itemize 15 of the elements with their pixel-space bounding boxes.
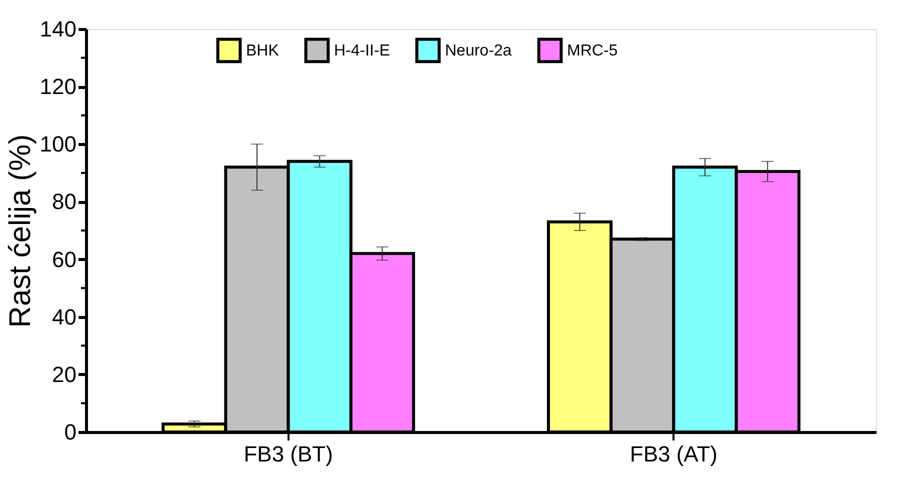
y-tick-label: 80 xyxy=(52,189,76,214)
y-tick-label: 100 xyxy=(40,132,76,157)
y-tick-label: 140 xyxy=(40,16,76,42)
x-tick-label: FB3 (BT) xyxy=(244,442,333,466)
y-tick-label: 120 xyxy=(40,74,76,100)
y-tick-label: 0 xyxy=(64,420,76,444)
y-tick-label: 40 xyxy=(52,304,76,330)
y-tick-label: 60 xyxy=(52,246,76,272)
legend-label: Neuro-2a xyxy=(445,42,512,60)
y-axis-title: Rast ćelija (%) xyxy=(4,134,37,328)
legend-label: H-4-II-E xyxy=(334,42,390,60)
legend-label: MRC-5 xyxy=(567,42,618,60)
y-tick-label: 20 xyxy=(52,362,76,387)
x-tick-label: FB3 (AT) xyxy=(630,442,718,466)
legend-label: BHK xyxy=(246,42,280,60)
